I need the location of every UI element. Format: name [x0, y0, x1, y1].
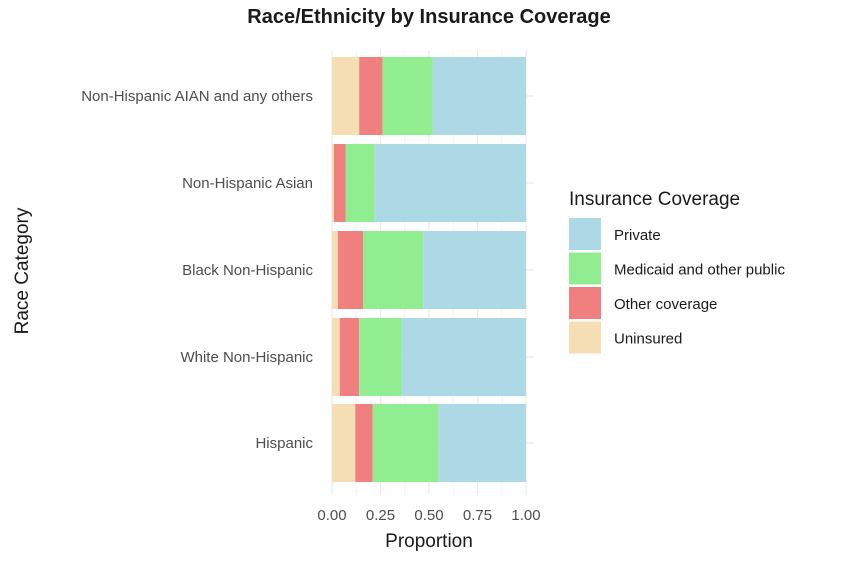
- bar-segment: [339, 318, 360, 396]
- x-tick-label: 0.25: [366, 507, 395, 524]
- bar-segment: [359, 318, 402, 396]
- x-axis-title: Proportion: [385, 531, 473, 552]
- bar-segment: [332, 57, 360, 135]
- bar-segment: [345, 144, 375, 222]
- y-axis-title: Race Category: [12, 207, 33, 334]
- bars: [332, 57, 526, 482]
- legend-key: [569, 287, 601, 319]
- bar-segment: [359, 57, 383, 135]
- x-tick-label: 0.00: [317, 507, 346, 524]
- y-tick-label: Non-Hispanic AIAN and any others: [81, 88, 313, 105]
- bar-segment: [333, 144, 346, 222]
- bar-segment: [401, 318, 526, 396]
- legend-key: [569, 252, 601, 285]
- legend-key: [569, 321, 601, 354]
- bar-segment: [374, 144, 526, 222]
- y-tick-label: White Non-Hispanic: [180, 349, 313, 366]
- bar-segment: [432, 57, 526, 135]
- x-tick-label: 1.00: [511, 507, 540, 524]
- legend-label: Private: [614, 227, 661, 244]
- bar-segment: [332, 404, 356, 482]
- bar-segment: [372, 404, 439, 482]
- legend-label: Uninsured: [614, 331, 682, 348]
- x-tick-labels: 0.00 0.25 0.50 0.75 1.00: [317, 507, 540, 524]
- bar-segment: [423, 231, 526, 309]
- y-tick-label: Black Non-Hispanic: [182, 262, 313, 279]
- bar-segment: [363, 231, 424, 309]
- legend: Insurance Coverage Private Medicaid and o…: [569, 189, 785, 354]
- bar-segment: [332, 231, 338, 309]
- bar-segment: [438, 404, 526, 482]
- x-tick-label: 0.75: [463, 507, 492, 524]
- bar-segment: [332, 144, 334, 222]
- legend-label: Other coverage: [614, 296, 717, 313]
- bar-segment: [382, 57, 433, 135]
- y-tick-label: Hispanic: [255, 435, 313, 452]
- chart-title: Race/Ethnicity by Insurance Coverage: [247, 6, 610, 28]
- legend-title: Insurance Coverage: [569, 189, 740, 210]
- bar-segment: [332, 318, 340, 396]
- legend-key: [569, 218, 601, 250]
- y-tick-label: Non-Hispanic Asian: [182, 175, 313, 192]
- bar-segment: [337, 231, 364, 309]
- x-tick-label: 0.50: [414, 507, 443, 524]
- bar-segment: [355, 404, 373, 482]
- y-tick-labels: Non-Hispanic AIAN and any others Non-Hisp…: [81, 88, 313, 452]
- legend-label: Medicaid and other public: [614, 262, 785, 279]
